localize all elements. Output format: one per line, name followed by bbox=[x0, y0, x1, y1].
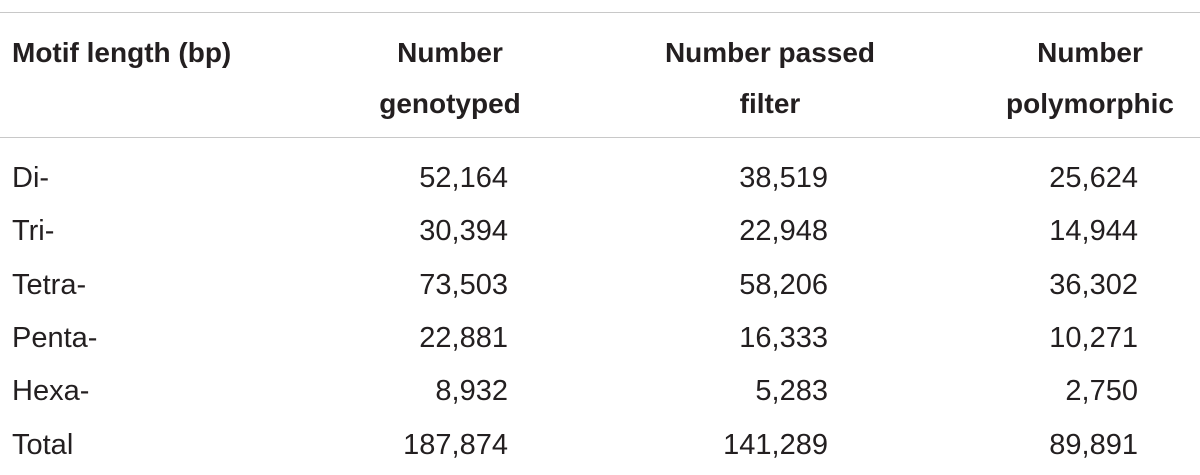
row-label: Di- bbox=[12, 162, 50, 194]
table-cell: 73,503 bbox=[419, 268, 508, 301]
top-rule bbox=[0, 12, 1200, 13]
table-cell: 2,750 bbox=[1065, 375, 1138, 408]
table-cell: 187,874 bbox=[403, 428, 508, 461]
table-cell: 52,164 bbox=[419, 162, 508, 194]
row-label: Hexa- bbox=[12, 375, 90, 408]
column-header: genotyped bbox=[379, 88, 521, 119]
row-label: Penta- bbox=[12, 321, 98, 354]
column-header: Number passed bbox=[664, 37, 876, 68]
header-rule bbox=[0, 137, 1200, 138]
table-cell: 10,271 bbox=[1049, 321, 1138, 354]
table-cell: 14,944 bbox=[1049, 215, 1138, 248]
row-label: Tetra- bbox=[12, 268, 87, 301]
table-cell: 141,289 bbox=[723, 428, 828, 461]
table-cell: 5,283 bbox=[755, 375, 828, 408]
table-cell: 16,333 bbox=[739, 321, 828, 354]
column-header: filter bbox=[739, 88, 801, 119]
table-cell: 22,881 bbox=[419, 321, 508, 354]
column-header: polymorphic bbox=[1005, 88, 1174, 119]
table-cell: 38,519 bbox=[739, 162, 828, 194]
table-cell: 30,394 bbox=[419, 215, 508, 248]
column-header: Motif length (bp) bbox=[12, 37, 232, 68]
table-cell: 89,891 bbox=[1049, 428, 1138, 461]
table-cell: 25,624 bbox=[1049, 162, 1138, 194]
column-header: Number bbox=[397, 37, 503, 68]
row-label: Total bbox=[12, 428, 74, 461]
row-label: Tri- bbox=[12, 215, 55, 248]
table-cell: 36,302 bbox=[1049, 268, 1138, 301]
column-header: Number bbox=[1037, 37, 1143, 68]
table-cell: 8,932 bbox=[435, 375, 508, 408]
table-cell: 22,948 bbox=[739, 215, 828, 248]
table-cell: 58,206 bbox=[739, 268, 828, 301]
